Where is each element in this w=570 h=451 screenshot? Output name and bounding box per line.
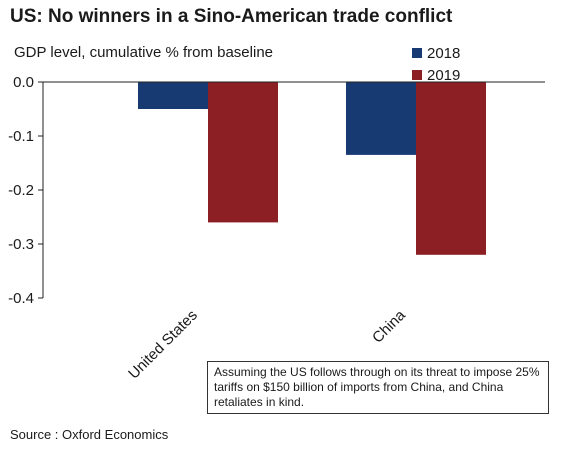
legend-label-2018: 2018 bbox=[427, 44, 461, 62]
y-tick-label: -0.3 bbox=[8, 236, 34, 253]
legend: 2018 2019 bbox=[412, 42, 460, 86]
legend-swatch-2019 bbox=[412, 70, 422, 80]
legend-label-2019: 2019 bbox=[427, 66, 461, 84]
bar-china-2019 bbox=[416, 82, 486, 255]
bar-china-2018 bbox=[346, 82, 416, 155]
bar-united-states-2018 bbox=[138, 82, 208, 109]
source-note: Source : Oxford Economics bbox=[10, 427, 169, 442]
x-tick-label: United States bbox=[125, 307, 201, 383]
chart-title: US: No winners in a Sino-American trade … bbox=[10, 6, 453, 27]
y-tick-label: -0.2 bbox=[8, 182, 34, 199]
chart-annotation: Assuming the US follows through on its t… bbox=[207, 361, 549, 414]
chart-subtitle: GDP level, cumulative % from baseline bbox=[14, 44, 273, 61]
bar-united-states-2019 bbox=[208, 82, 278, 223]
x-tick-label: China bbox=[369, 306, 409, 346]
y-tick-label: -0.4 bbox=[8, 290, 34, 307]
legend-item-2019: 2019 bbox=[412, 64, 460, 86]
y-tick-label: 0.0 bbox=[13, 74, 34, 91]
y-tick-label: -0.1 bbox=[8, 128, 34, 145]
legend-item-2018: 2018 bbox=[412, 42, 460, 64]
legend-swatch-2018 bbox=[412, 48, 422, 58]
